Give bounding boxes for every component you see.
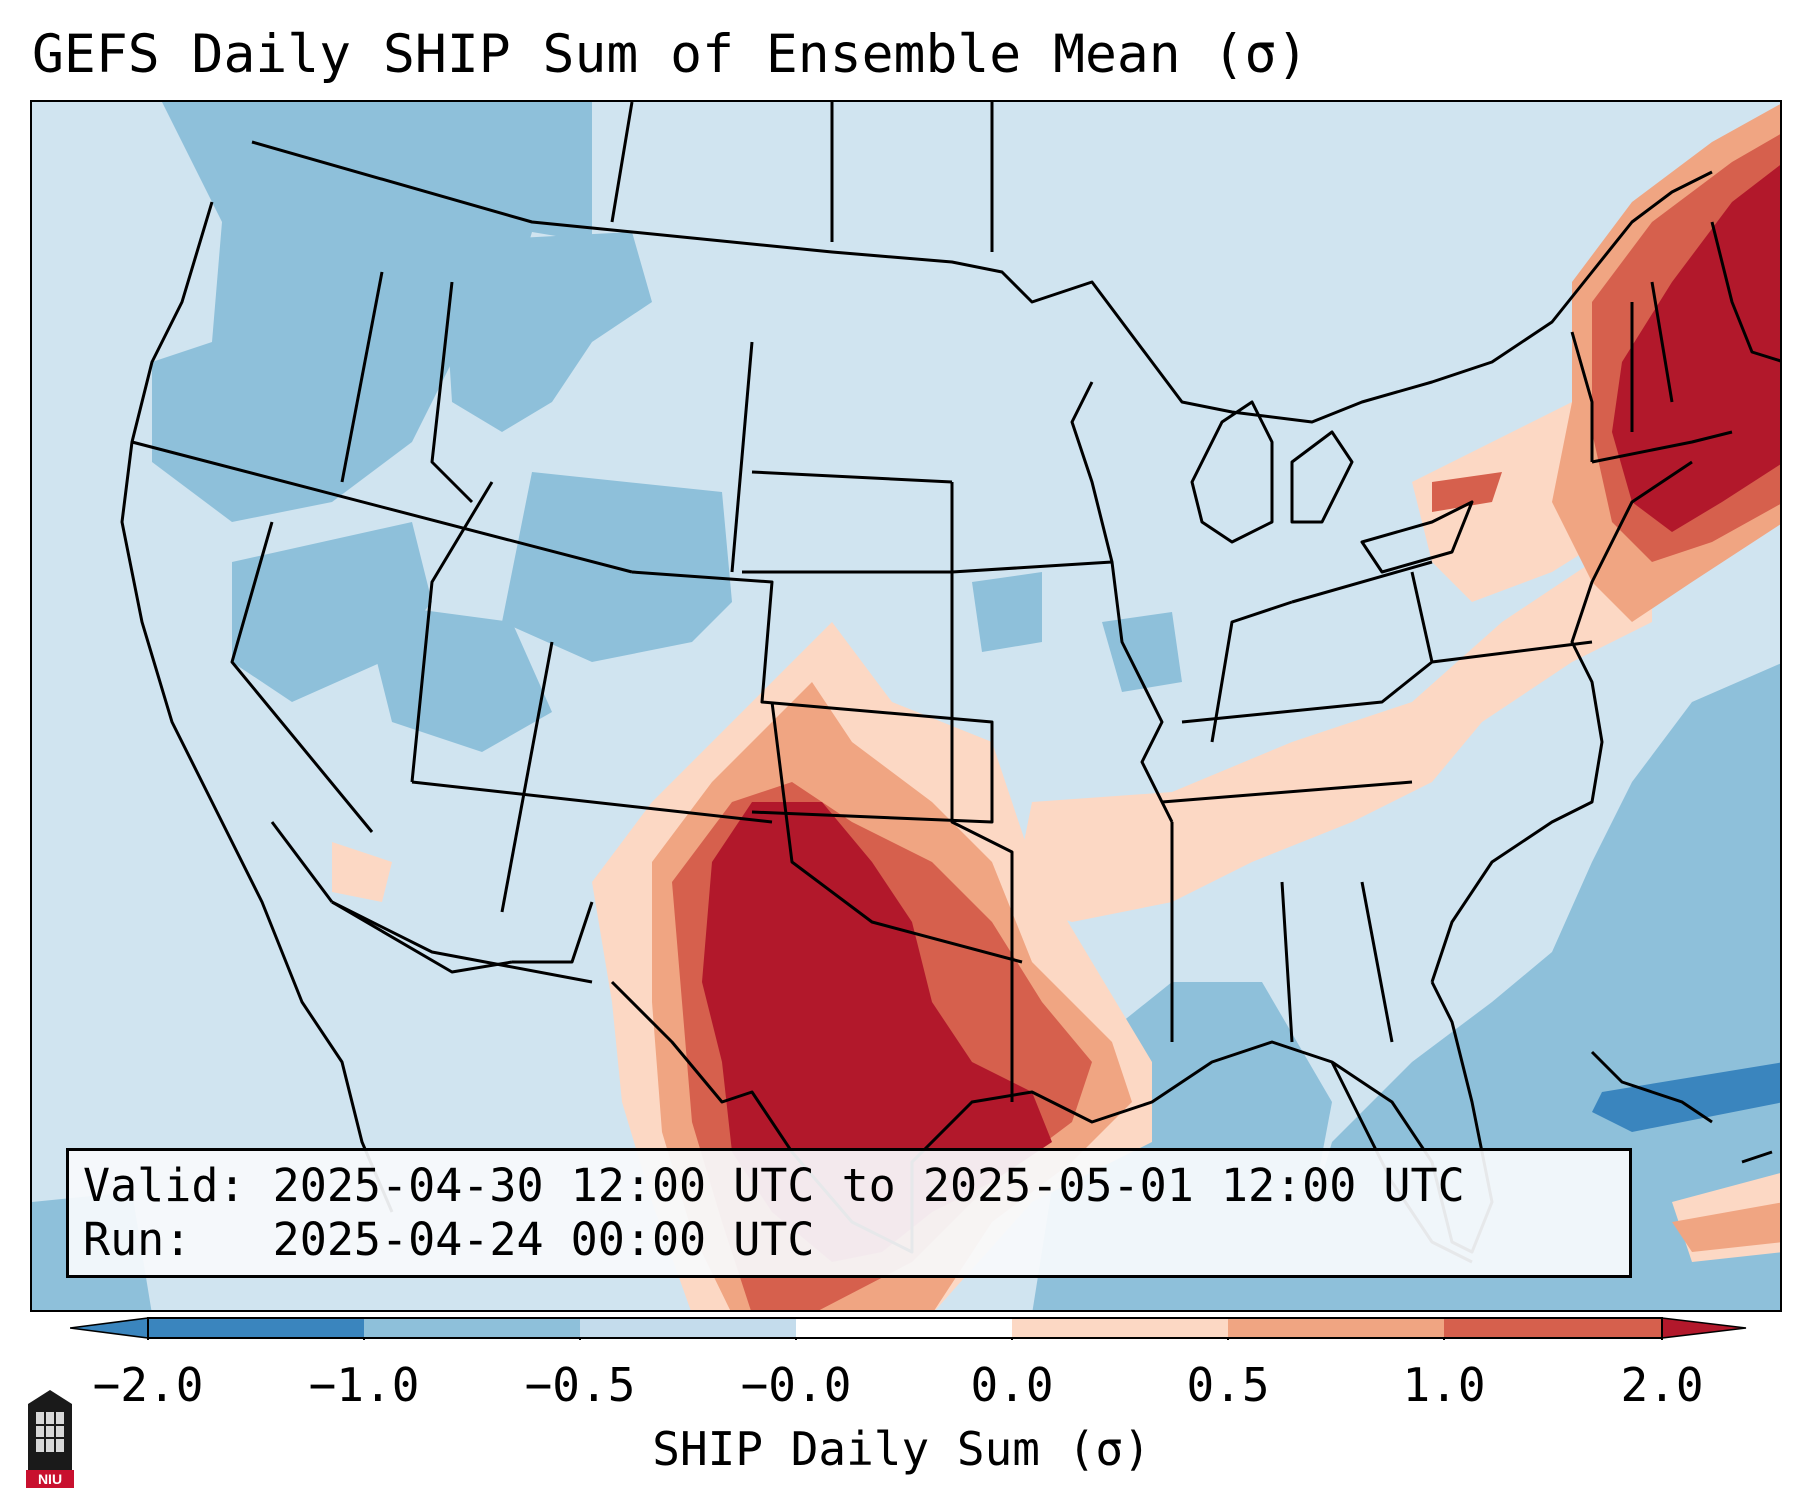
colorbar-extend-high — [1661, 1317, 1747, 1339]
map-panel — [30, 100, 1782, 1312]
colorbar-bin-n2-n1 — [148, 1318, 364, 1338]
colorbar-bin-n05-0 — [580, 1318, 796, 1338]
colorbar-outline — [147, 1317, 1663, 1339]
run-time-line: Run: 2025-04-24 00:00 UTC — [83, 1213, 815, 1266]
boundary-lines — [120, 102, 1780, 1264]
colorbar-bin-0-05 — [1012, 1318, 1228, 1338]
colorbar-ticks — [147, 1338, 1663, 1340]
caribbean-islands — [1590, 1050, 1773, 1164]
map-title: GEFS Daily SHIP Sum of Ensemble Mean (σ) — [32, 24, 1309, 85]
validity-info-box: Valid: 2025-04-30 12:00 UTC to 2025-05-0… — [66, 1148, 1632, 1278]
colorbar-tick-label: 1.0 — [1402, 1358, 1486, 1412]
colorbar-tick-label: −1.0 — [308, 1358, 420, 1412]
field-strong-negative — [1592, 1062, 1780, 1132]
colorbar-bin-1-2 — [1444, 1318, 1662, 1338]
colorbar-bin-zero — [796, 1318, 1012, 1338]
colorbar-tick-label: 0.0 — [970, 1358, 1054, 1412]
niu-logo: NIU — [26, 1390, 74, 1488]
colorbar-tick-label: 2.0 — [1620, 1358, 1704, 1412]
map-canvas — [32, 102, 1780, 1310]
colorbar-bin-05-1 — [1228, 1318, 1444, 1338]
logo-text: NIU — [38, 1471, 62, 1487]
colorbar-tick-label: −2.0 — [92, 1358, 204, 1412]
colorbar-tick-label: −0.5 — [524, 1358, 636, 1412]
colorbar-bin-n1-n05 — [364, 1318, 580, 1338]
colorbar-tick-label: 0.5 — [1186, 1358, 1270, 1412]
colorbar-title: SHIP Daily Sum (σ) — [652, 1422, 1151, 1476]
colorbar — [70, 1317, 1747, 1340]
colorbar-tick-label: −0.0 — [740, 1358, 852, 1412]
valid-time-line: Valid: 2025-04-30 12:00 UTC to 2025-05-0… — [83, 1159, 1465, 1212]
colorbar-extend-low — [70, 1317, 149, 1339]
